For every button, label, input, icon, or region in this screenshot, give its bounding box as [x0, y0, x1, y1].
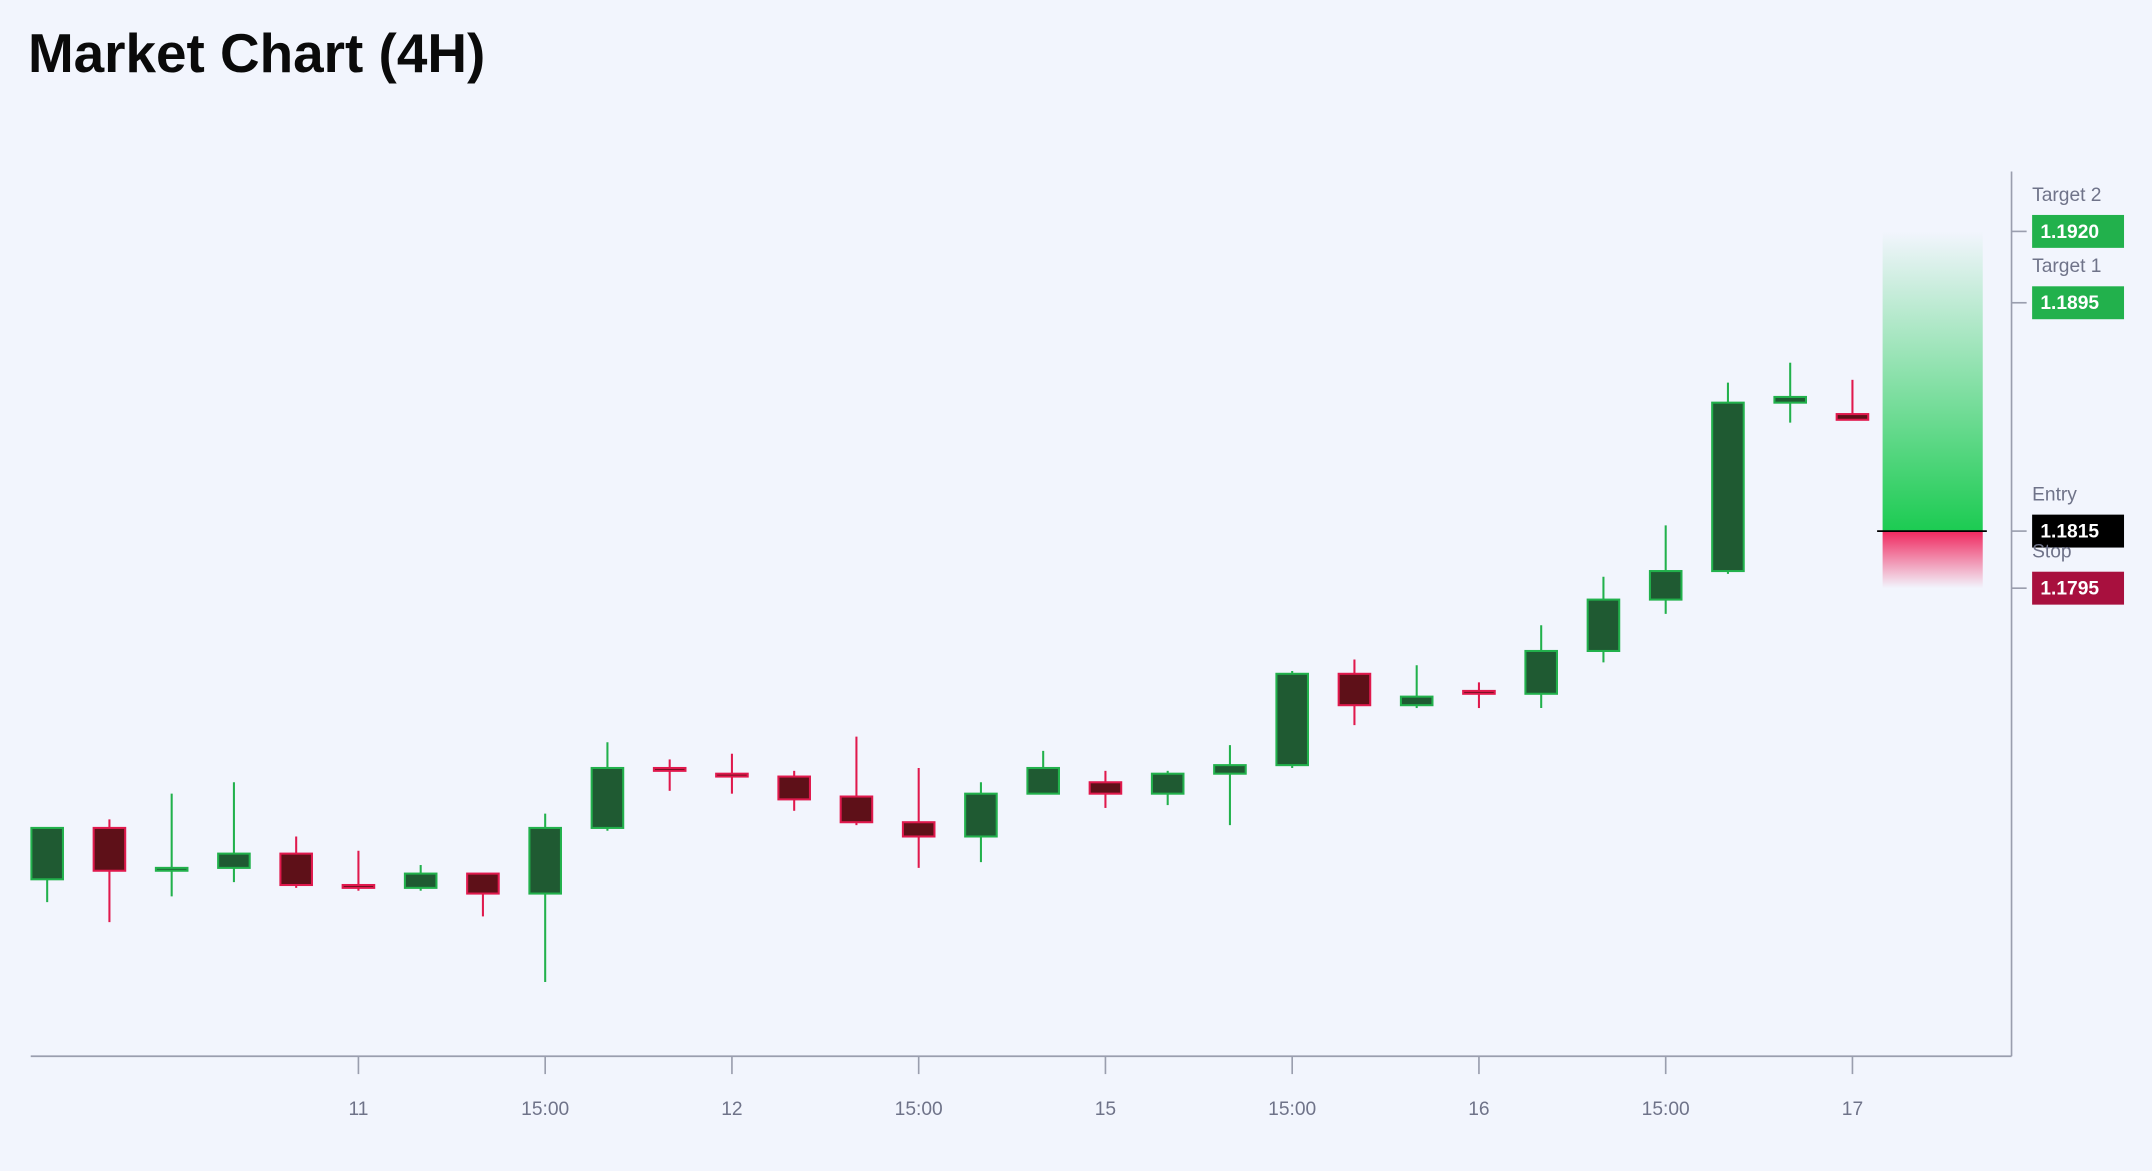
level-badge: [2032, 514, 2125, 548]
x-tick-label: 15:00: [895, 1099, 943, 1120]
candle-body: [1524, 649, 1558, 695]
candle-body: [30, 826, 64, 881]
profit-zone: [1882, 231, 1983, 532]
chart-title: Market Chart (4H): [28, 22, 485, 84]
candle-body: [92, 826, 127, 872]
x-tick-label: 11: [348, 1099, 368, 1120]
candle-body: [1586, 598, 1621, 652]
candle-body: [715, 772, 749, 778]
candle-body: [1773, 395, 1807, 404]
x-tick-label: 15:00: [521, 1099, 569, 1120]
level-name: Target 1: [2032, 256, 2101, 277]
candle-body: [403, 872, 438, 889]
candle-body: [652, 766, 687, 772]
candle-body: [1150, 772, 1185, 795]
candle-body: [1399, 695, 1434, 707]
x-tick-label: 16: [1468, 1099, 1489, 1120]
candle-body: [839, 795, 874, 824]
candle-body: [777, 775, 811, 801]
level-value: 1.1920: [2040, 222, 2099, 243]
candle-body: [590, 766, 625, 829]
candle-body: [154, 866, 189, 872]
x-tick-label: 15: [1095, 1099, 1116, 1120]
candle-body: [901, 821, 936, 838]
level-name: Entry: [2032, 485, 2077, 506]
candle-body: [1088, 781, 1123, 795]
candle-body: [1711, 401, 1745, 573]
x-tick-label: 15:00: [1642, 1099, 1690, 1120]
candle-body: [1213, 764, 1247, 775]
level-name: Stop: [2032, 542, 2071, 563]
level-badge: [2032, 571, 2125, 605]
level-value: 1.1895: [2040, 293, 2099, 314]
candle-body: [1275, 672, 1309, 767]
candle-body: [964, 792, 998, 838]
candle-body: [1462, 689, 1496, 695]
candle-body: [1026, 766, 1060, 795]
candle-body: [1337, 672, 1372, 707]
x-tick-label: 12: [721, 1099, 742, 1120]
loss-zone: [1882, 531, 1983, 589]
level-name: Target 2: [2032, 185, 2101, 206]
candle-body: [217, 852, 251, 869]
candle-body: [466, 872, 500, 895]
x-tick-label: 17: [1842, 1099, 1863, 1120]
level-value: 1.1815: [2040, 522, 2099, 543]
candle-body: [528, 826, 562, 895]
candle-body: [1648, 570, 1683, 601]
candle-body: [1835, 413, 1870, 421]
x-tick-label: 15:00: [1268, 1099, 1316, 1120]
candle-body: [279, 852, 313, 887]
candle-body: [341, 883, 376, 889]
level-value: 1.1795: [2040, 579, 2099, 600]
level-badge: [2032, 214, 2125, 248]
level-badge: [2032, 286, 2125, 320]
